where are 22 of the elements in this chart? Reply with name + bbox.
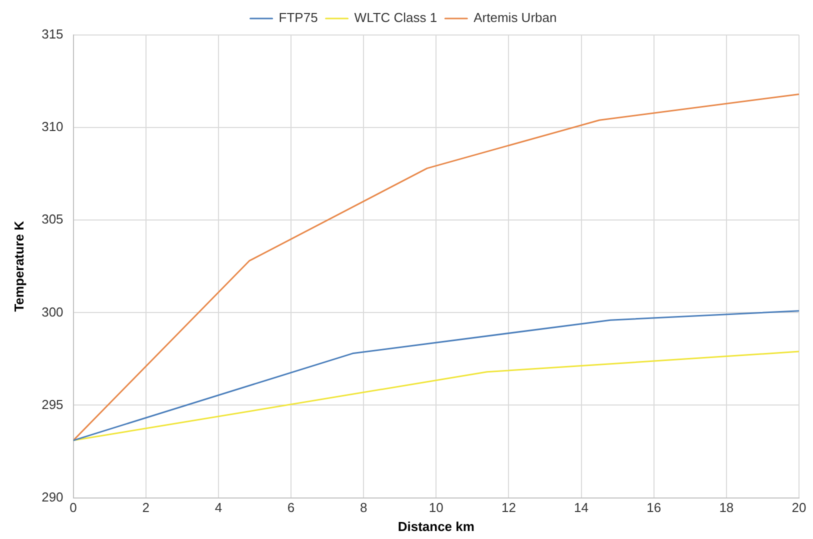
x-tick-label: 12 xyxy=(501,500,516,516)
x-tick-label: 18 xyxy=(719,500,734,516)
y-tick-label: 310 xyxy=(42,119,64,134)
legend-label: FTP75 xyxy=(278,10,318,26)
x-axis-title: Distance km xyxy=(398,518,474,534)
x-tick-label: 4 xyxy=(214,500,222,516)
x-tick-label: 6 xyxy=(287,500,295,516)
y-tick-label: 305 xyxy=(42,212,64,227)
y-tick-label: 290 xyxy=(42,489,64,504)
x-tick-label: 14 xyxy=(574,500,589,516)
y-tick-label: 295 xyxy=(42,396,64,412)
x-tick-label: 0 xyxy=(70,500,77,516)
x-tick-label: 8 xyxy=(360,500,368,516)
x-tick-label: 2 xyxy=(142,500,150,516)
x-tick-label: 20 xyxy=(792,500,806,516)
x-tick-label: 10 xyxy=(428,500,444,516)
legend-label: WLTC Class 1 xyxy=(354,10,438,26)
legend-label: Artemis Urban xyxy=(474,10,557,26)
x-tick-label: 16 xyxy=(646,500,662,516)
y-tick-label: 315 xyxy=(42,26,64,42)
y-axis-title: Temperature K xyxy=(11,220,26,312)
y-tick-label: 300 xyxy=(42,304,64,320)
